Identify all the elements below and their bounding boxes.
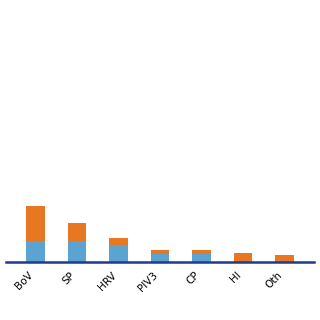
Bar	[234, 253, 252, 261]
Bar	[151, 254, 169, 262]
Bar	[26, 241, 45, 262]
Bar	[109, 238, 128, 245]
Bar	[68, 223, 86, 241]
Bar	[234, 261, 252, 262]
Bar	[275, 255, 294, 262]
Bar	[68, 241, 86, 262]
Bar	[151, 250, 169, 254]
Bar	[192, 250, 211, 254]
Bar	[26, 206, 45, 241]
Bar	[109, 245, 128, 262]
Bar	[192, 254, 211, 262]
